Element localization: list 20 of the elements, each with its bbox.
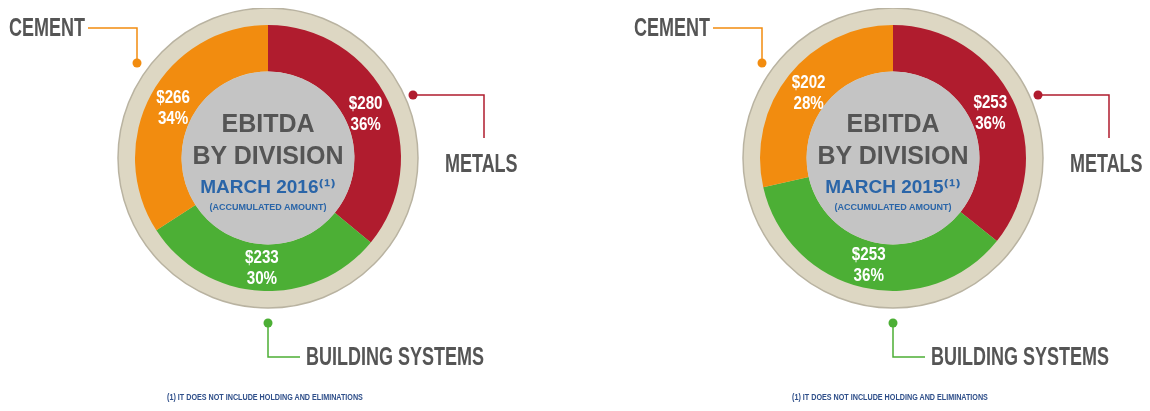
donut-slice: [156, 204, 371, 291]
text: (ACCUMULATED AMOUNT): [834, 202, 952, 212]
text: EBITDA BY DIVISION: [192, 109, 344, 169]
text: MARCH 2015⁽¹⁾: [825, 176, 961, 197]
slice-label: METALS: [445, 149, 518, 178]
data-label: $233 30%: [245, 245, 279, 289]
text: (1) IT DOES NOT INCLUDE HOLDING AND ELIMINATIONS: [792, 392, 989, 403]
data-label: $253 36%: [973, 90, 1008, 134]
legend-label: BUILDING SYSTEMS: [306, 342, 484, 371]
text: (ACCUMULATED AMOUNT): [209, 202, 327, 212]
data-label: $266 34%: [156, 85, 191, 129]
slice-label: METALS: [1070, 149, 1143, 178]
legend-label: BUILDING SYSTEMS: [931, 342, 1109, 371]
slice-label: CEMENT: [9, 13, 86, 42]
donut-slice: [763, 177, 997, 291]
text: (1) IT DOES NOT INCLUDE HOLDING AND ELIMINATIONS: [167, 392, 364, 403]
data-label: $253 36%: [851, 242, 886, 286]
slice-label: CEMENT: [634, 13, 711, 42]
text: MARCH 2016⁽¹⁾: [200, 176, 336, 197]
data-label: $280 36%: [348, 91, 383, 135]
